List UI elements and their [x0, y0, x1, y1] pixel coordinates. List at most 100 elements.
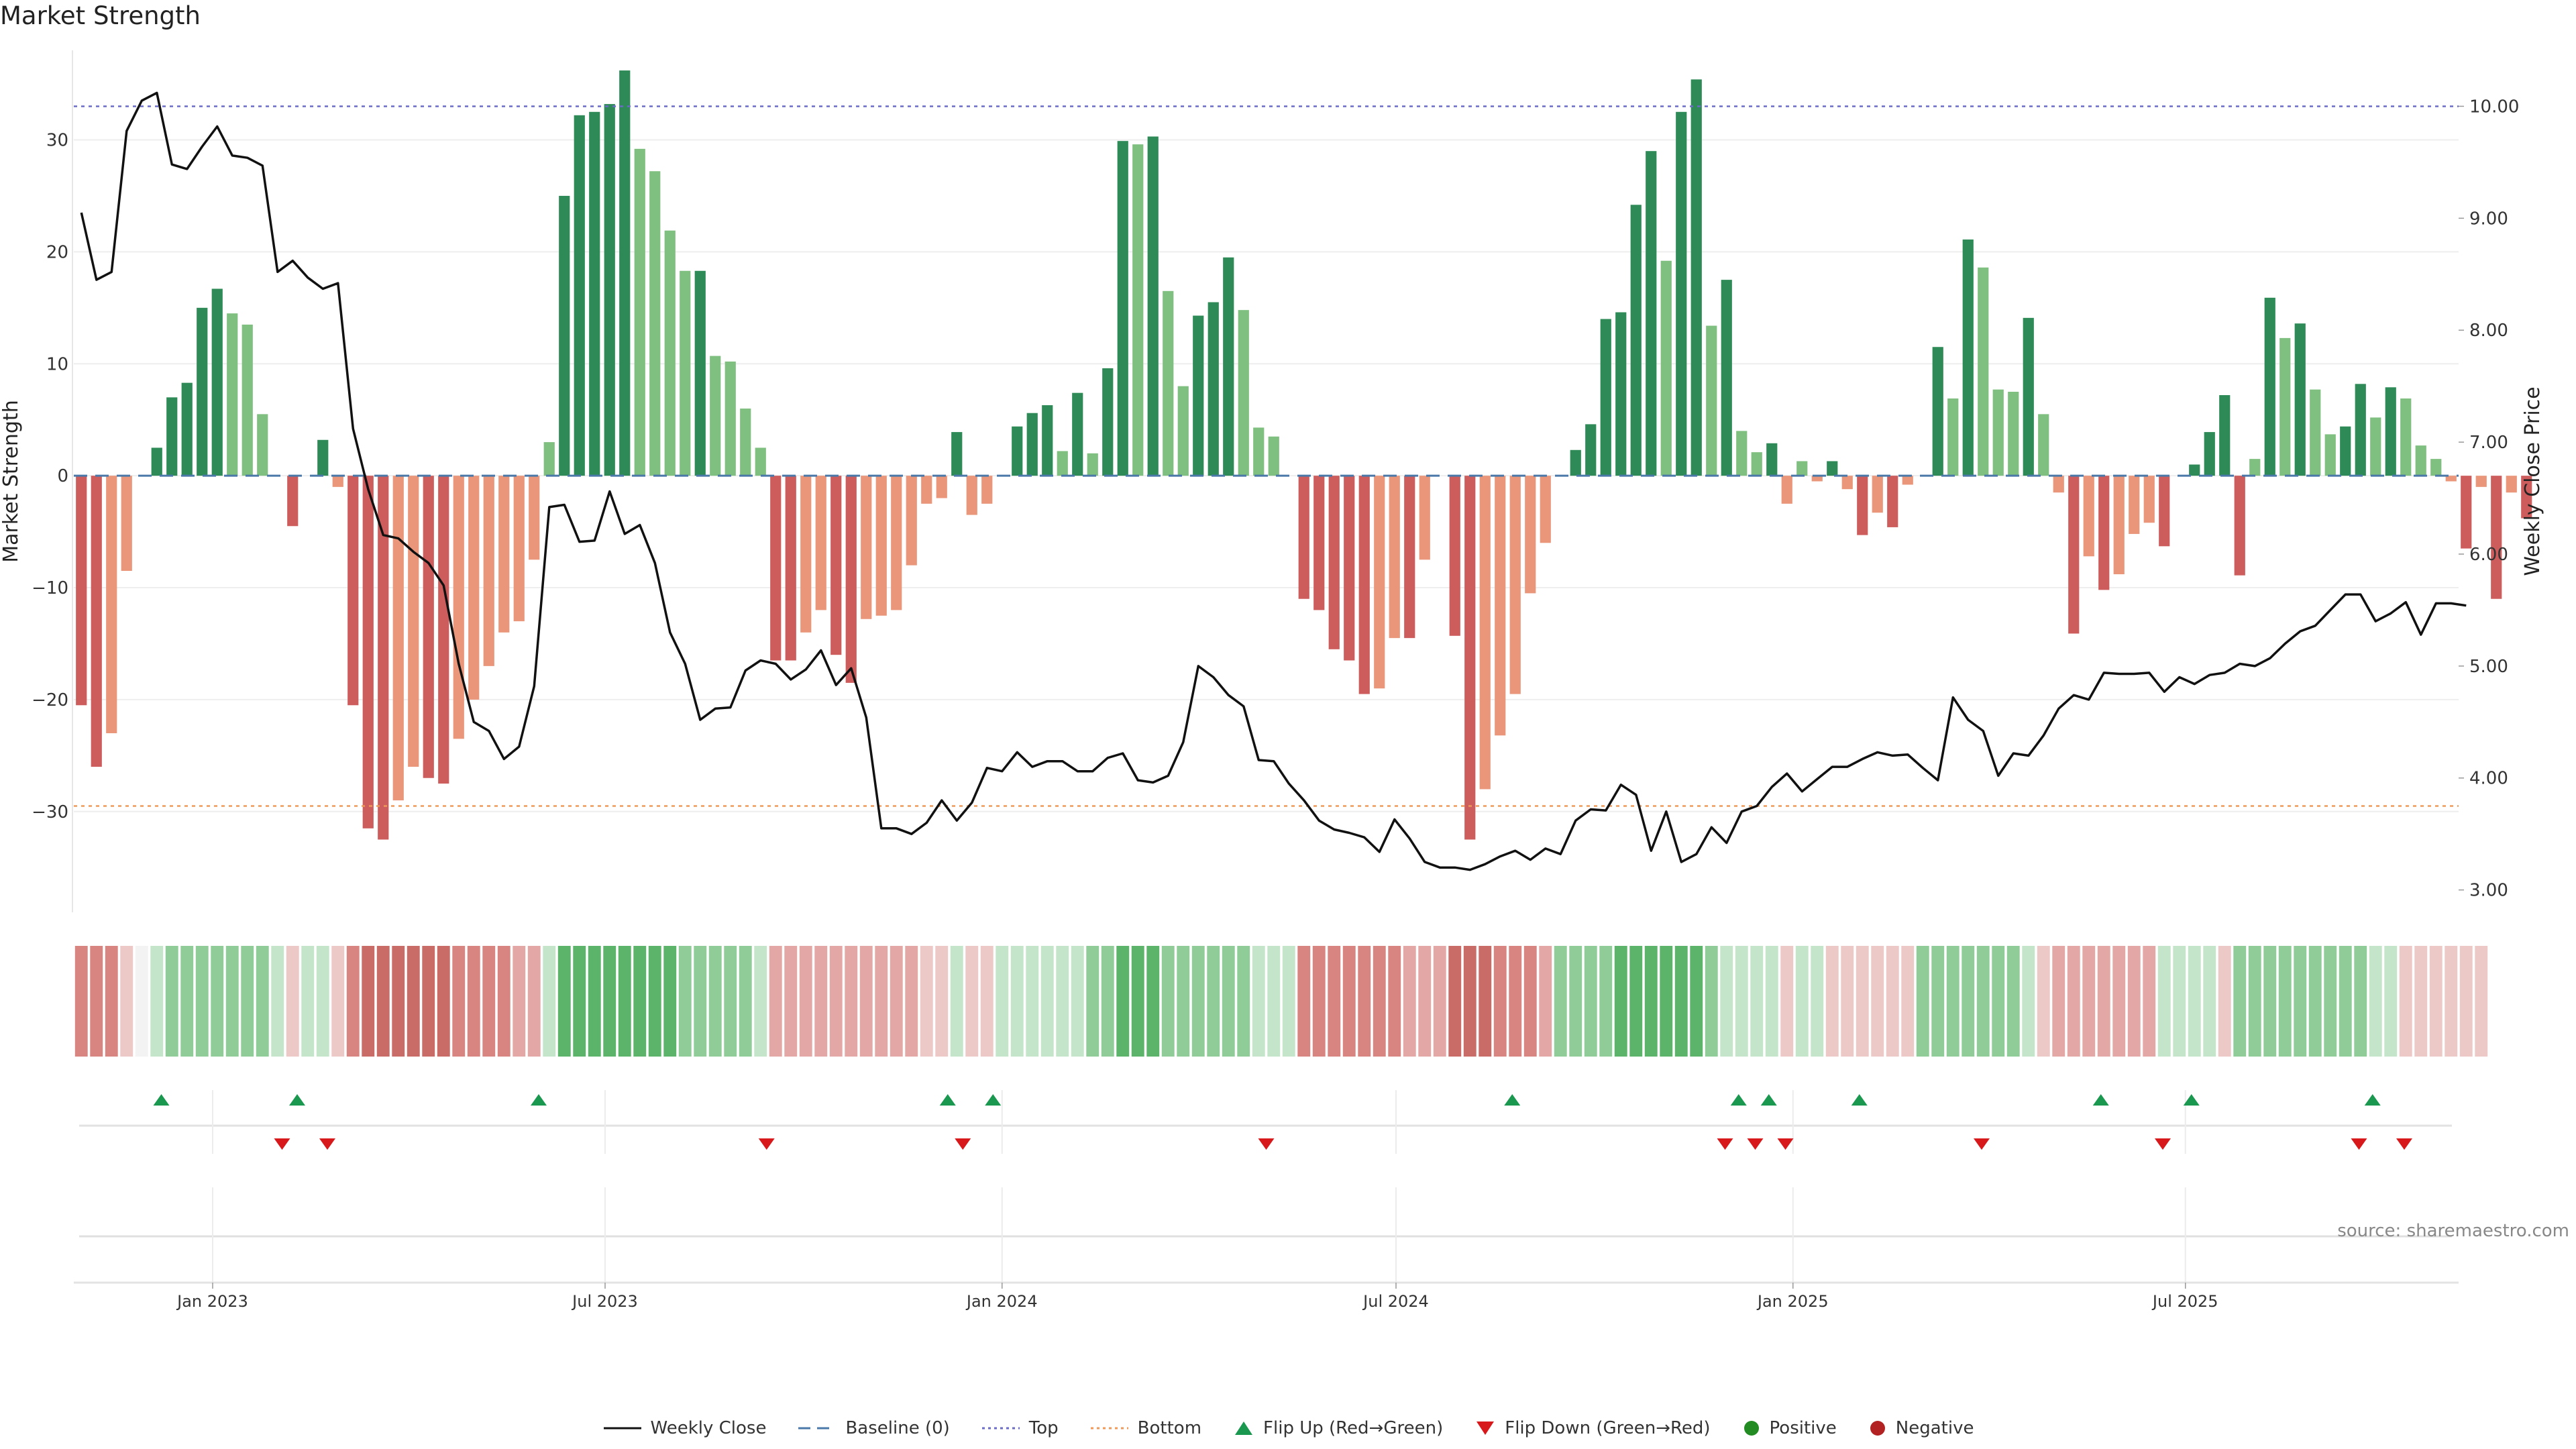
heat-strip-cell [845, 946, 858, 1057]
heat-strip-cell [663, 946, 677, 1057]
heat-strip-cell [195, 946, 209, 1057]
strength-bar [815, 476, 826, 610]
strength-bar [1827, 461, 1838, 476]
strength-bar [559, 195, 570, 476]
strength-bar [2310, 389, 2321, 476]
heat-strip-cell [1086, 946, 1099, 1057]
heat-strip-cell [543, 946, 556, 1057]
heat-strip-cell [1735, 946, 1748, 1057]
strength-bar [1389, 476, 1400, 639]
strength-bar [1751, 452, 1762, 476]
reference-lines [74, 105, 2459, 807]
heat-strip-cell [950, 946, 963, 1057]
heat-strip-cell [256, 946, 269, 1057]
heat-strip-cell [905, 946, 918, 1057]
x-axis: Jan 2023 Jul 2023 Jan 2024 Jul 2024 Jan 2025… [74, 1187, 2459, 1311]
strength-bar [2294, 323, 2306, 476]
heat-strip-cell [1674, 946, 1688, 1057]
strength-bar [408, 476, 419, 767]
heat-strip-cell [1705, 946, 1718, 1057]
source-note: source: sharemaestro.com [2337, 1221, 2569, 1241]
heat-strip-cell [965, 946, 979, 1057]
legend-top: Top [981, 1418, 1059, 1438]
heat-strip-cell [2294, 946, 2307, 1057]
heat-strip-cell [1795, 946, 1809, 1057]
strength-bar [680, 270, 691, 476]
strength-bar [2023, 317, 2034, 476]
y-tick-label: 0 [57, 466, 68, 486]
strength-bar [1932, 347, 1943, 476]
strength-bar [2279, 337, 2291, 476]
heat-strip-cell [1946, 946, 1960, 1057]
strength-bar [2234, 476, 2245, 576]
flip-down-marker [1777, 1138, 1794, 1150]
strength-bar [724, 361, 736, 476]
y2-tick-label: 10.00 [2469, 97, 2519, 117]
flip-up-marker [1504, 1094, 1521, 1106]
legend-bottom-label: Bottom [1137, 1418, 1202, 1438]
strength-bar [1042, 405, 1053, 476]
flip-up-marker [289, 1094, 305, 1106]
dashed-line-icon [798, 1427, 837, 1430]
legend-negative-label: Negative [1895, 1418, 1974, 1438]
heat-strip-cell [1312, 946, 1326, 1057]
heat-strip-cell [2037, 946, 2050, 1057]
strength-bar [2068, 476, 2080, 634]
strength-bar [1690, 79, 1702, 476]
strength-bar [1841, 476, 1853, 490]
strength-bar [1509, 476, 1521, 694]
strength-bar [2249, 459, 2261, 476]
strength-bar [861, 476, 872, 619]
heat-strip-cell [2052, 946, 2065, 1057]
strength-bar [981, 476, 993, 504]
strength-bar [76, 476, 87, 706]
heat-strip-cell [1509, 946, 1522, 1057]
strength-bar [1328, 476, 1340, 649]
strength-bar [589, 111, 600, 476]
strength-bar [875, 476, 887, 616]
heat-strip-cell [890, 946, 903, 1057]
strength-bar [2461, 476, 2472, 549]
flip-down-marker [2351, 1138, 2367, 1150]
strength-bar [1404, 476, 1415, 639]
strength-bar [1177, 386, 1189, 476]
strength-bar [121, 476, 132, 572]
strength-bar [740, 409, 751, 476]
heat-strip-cell [1297, 946, 1311, 1057]
heat-strip-cell [1554, 946, 1567, 1057]
strength-bar [1962, 239, 1974, 476]
heat-strip-cell [1101, 946, 1114, 1057]
heat-strip-cell [362, 946, 375, 1057]
strength-bar [529, 476, 540, 560]
strength-bar [2355, 384, 2366, 476]
heat-strip-cell [859, 946, 873, 1057]
legend-flip-down: Flip Down (Green→Red) [1474, 1418, 1711, 1438]
strength-bar [211, 288, 223, 476]
strength-bar [1570, 449, 1581, 476]
heat-strip-cell [1569, 946, 1582, 1057]
strength-bar [498, 476, 510, 633]
strength-bar [2159, 476, 2170, 547]
heat-strip-cell [211, 946, 224, 1057]
heat-strip-cell [1463, 946, 1477, 1057]
y2-axis-title: Weekly Close Price [2521, 386, 2544, 576]
heat-strip-cell [1644, 946, 1658, 1057]
heat-strip-cell [829, 946, 843, 1057]
strength-bar [1132, 144, 1144, 476]
strength-bar [1072, 392, 1083, 476]
strength-bar [1796, 461, 1808, 476]
heat-strip-cell [2112, 946, 2126, 1057]
strength-bar [1630, 205, 1642, 476]
axes: 30 20 10 0 −10 −20 −30 10.00 9.00 8.00 7.00 6.00 5.0… [0, 50, 2544, 912]
strength-bar [1208, 302, 1219, 476]
strength-bar [906, 476, 917, 566]
solid-line-icon [603, 1427, 641, 1430]
legend: Weekly Close Baseline (0) Top Bottom Fli… [0, 1418, 2576, 1438]
heat-strip-cell [286, 946, 299, 1057]
strength-bar [543, 442, 555, 476]
strength-bar [468, 476, 480, 700]
strength-bar [710, 356, 721, 476]
flip-down-marker [1717, 1138, 1733, 1150]
strength-bar [1600, 319, 1611, 476]
heat-strip-cell [135, 946, 148, 1057]
